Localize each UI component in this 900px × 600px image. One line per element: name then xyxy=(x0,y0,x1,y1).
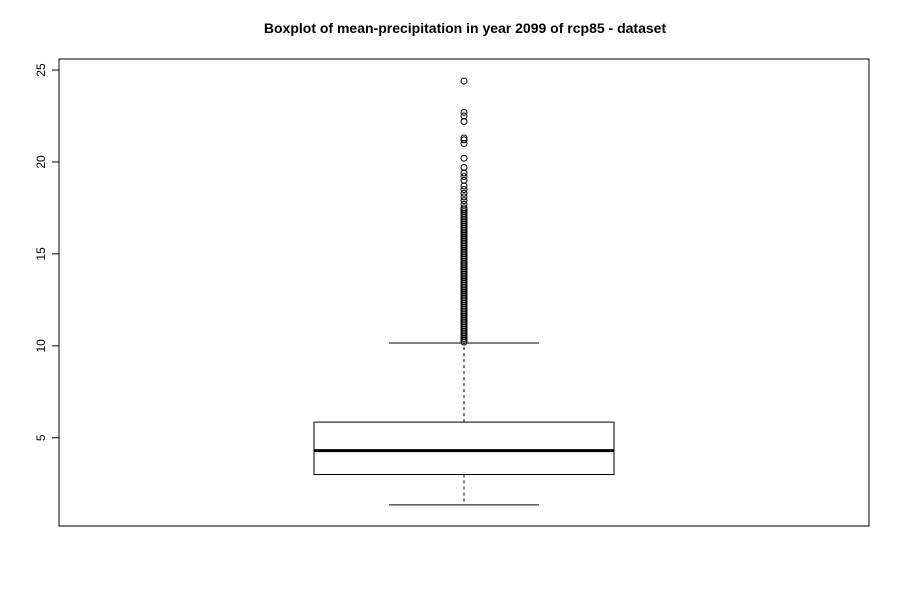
iqr-box xyxy=(313,421,615,476)
outlier-point xyxy=(460,154,468,162)
outlier-point xyxy=(460,186,468,194)
outlier-point xyxy=(460,197,468,205)
outlier-point xyxy=(460,204,468,212)
outlier-point xyxy=(460,189,468,197)
outlier-point xyxy=(460,173,468,181)
outlier-points xyxy=(460,77,468,346)
outlier-point xyxy=(460,200,468,208)
outlier-point xyxy=(460,112,468,120)
outlier-point xyxy=(460,176,468,184)
outlier-point xyxy=(460,136,468,144)
outlier-point xyxy=(460,208,468,216)
y-tick-label: 5 xyxy=(34,434,48,441)
y-axis: 5 10 15 20 25 xyxy=(34,63,59,441)
outlier-point xyxy=(460,134,468,142)
chart-title: Boxplot of mean-precipitation in year 20… xyxy=(263,20,667,36)
outlier-point xyxy=(460,163,468,171)
y-tick-label: 15 xyxy=(34,247,48,261)
outlier-point xyxy=(460,77,468,85)
box-group xyxy=(313,342,615,506)
outlier-point xyxy=(460,193,468,201)
y-tick-label: 20 xyxy=(34,155,48,169)
y-tick-label: 25 xyxy=(34,63,48,77)
y-tick-label: 10 xyxy=(34,339,48,353)
outlier-point xyxy=(460,108,468,116)
